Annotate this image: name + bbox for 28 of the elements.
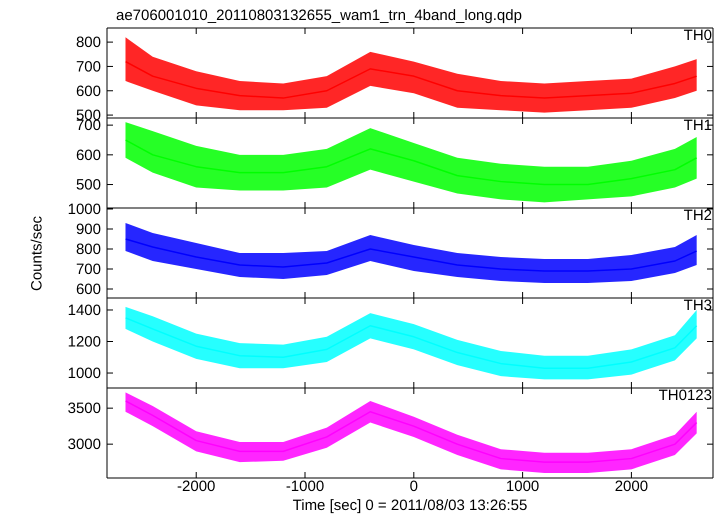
y-tick-label: 700	[76, 58, 101, 76]
x-axis-title: Time [sec] 0 = 2011/08/03 13:26:55	[292, 497, 528, 514]
y-tick-label: 3500	[68, 400, 101, 418]
series-label: TH0123	[658, 387, 712, 404]
y-tick-label: 700	[76, 261, 101, 278]
y-tick-label: 1000	[68, 201, 101, 218]
y-tick-label: 600	[76, 146, 101, 164]
y-tick-label: 3000	[68, 436, 101, 454]
y-tick-label: 500	[76, 176, 101, 194]
y-axis-title: Counts/sec	[28, 215, 46, 291]
x-tick-label: 0	[410, 478, 418, 495]
text: TH0	[684, 27, 712, 44]
x-tick-label: 2000	[614, 478, 648, 495]
y-tick-label: 1000	[68, 365, 101, 382]
y-tick-label: 1200	[68, 334, 101, 351]
x-tick-label: -1000	[286, 478, 324, 495]
y-tick-label: 1400	[68, 302, 101, 319]
y-tick-label: 600	[76, 82, 101, 100]
series-label: TH2	[684, 207, 712, 224]
y-tick-label: 800	[76, 241, 101, 258]
y-tick-label: 600	[76, 281, 101, 298]
y-tick-label: 900	[76, 221, 101, 238]
series-label: TH3	[684, 297, 712, 314]
series-label: TH1	[684, 117, 712, 134]
x-tick-label: 1000	[506, 478, 540, 495]
x-tick-label: -2000	[177, 478, 216, 495]
y-tick-label: 800	[76, 34, 101, 52]
chart-title: ae706001010_20110803132655_wam1_trn_4band_long.qdp	[116, 7, 522, 24]
